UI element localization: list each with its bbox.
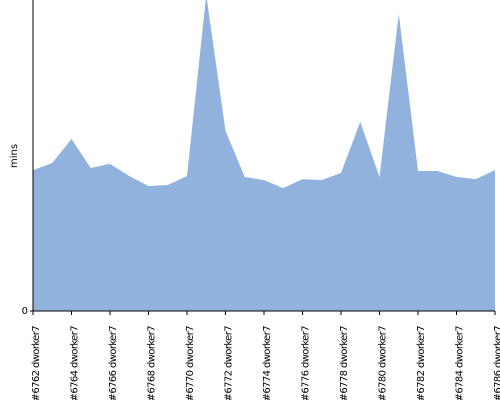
x-tick-label: #6786 dworker7 (493, 326, 500, 400)
x-tick-label: #6782 dworker7 (416, 326, 427, 400)
x-tick-label: #6780 dworker7 (378, 326, 389, 400)
x-tick-label: #6778 dworker7 (339, 326, 350, 400)
x-tick-label: #6762 dworker7 (31, 326, 42, 400)
area (33, 0, 495, 311)
x-tick-label: #6768 dworker7 (147, 326, 158, 400)
x-tick-label: #6772 dworker7 (224, 326, 235, 400)
y-tick-label: 0 (22, 306, 28, 317)
x-tick-label: #6770 dworker7 (185, 326, 196, 400)
x-tick-label: #6784 dworker7 (455, 326, 466, 400)
x-tick-label: #6774 dworker7 (262, 326, 273, 400)
x-tick-label: #6764 dworker7 (70, 326, 81, 400)
x-tick-label: #6766 dworker7 (108, 326, 119, 400)
y-axis-label: mins (9, 144, 20, 168)
x-tick-label: #6776 dworker7 (301, 326, 312, 400)
